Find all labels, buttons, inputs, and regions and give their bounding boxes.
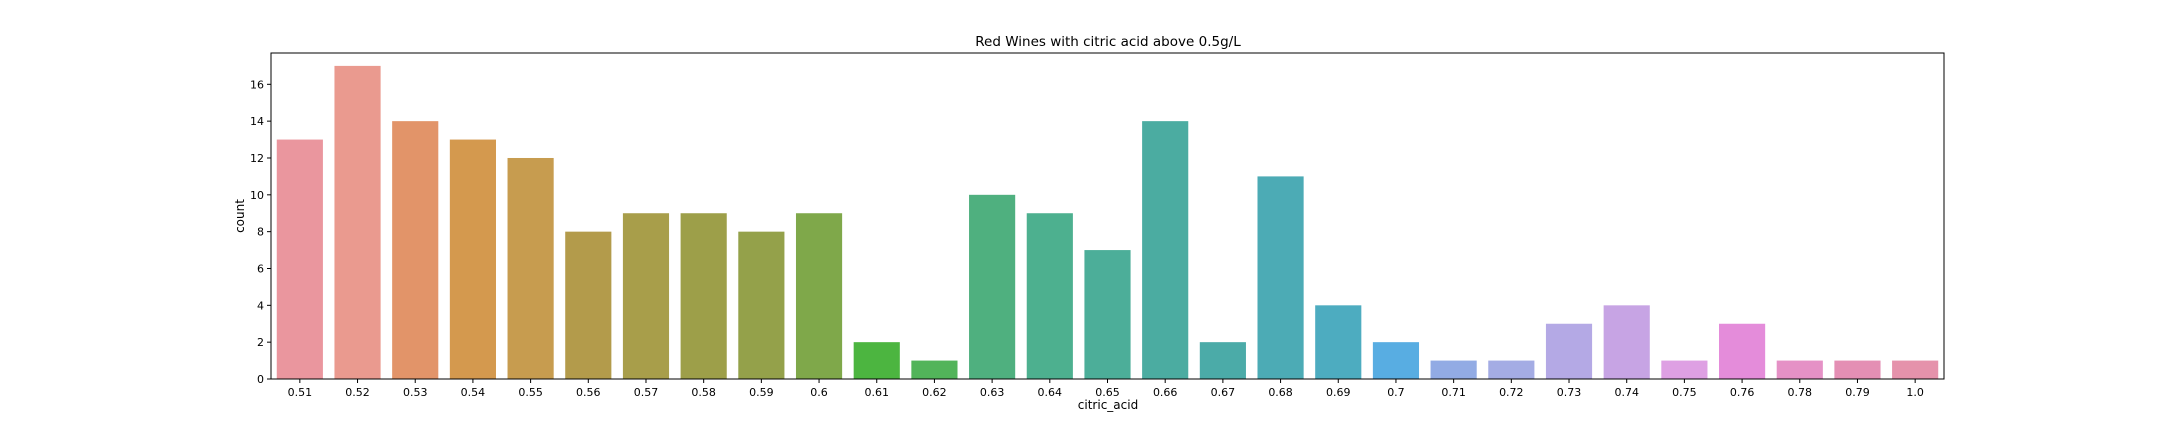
x-tick-label: 0.74	[1614, 386, 1639, 399]
x-tick-label: 0.57	[634, 386, 659, 399]
plot-frame	[270, 52, 1945, 380]
bar-0.61	[853, 342, 900, 379]
bar-0.52	[334, 65, 381, 380]
x-tick-label: 0.69	[1326, 386, 1351, 399]
x-tick-label: 0.54	[461, 386, 486, 399]
x-tick-label: 0.56	[576, 386, 601, 399]
x-axis-ticks: 0.51 0.52 0.53 0.54 0.55 0.56 0.57 0.58 0.59 0.6 0…	[288, 379, 1924, 399]
bar-0.79	[1834, 360, 1881, 379]
bar-0.75	[1661, 360, 1708, 379]
bar-0.74	[1603, 305, 1650, 379]
x-tick-label: 0.68	[1268, 386, 1293, 399]
bar-0.56	[565, 231, 612, 379]
y-tick-label: 16	[250, 78, 264, 91]
bar-0.67	[1199, 342, 1246, 379]
bars-group	[276, 65, 1939, 380]
chart-title: Red Wines with citric acid above 0.5g/L	[975, 34, 1241, 50]
y-tick-label: 8	[257, 226, 264, 239]
bar-0.76	[1719, 323, 1766, 379]
x-tick-label: 0.76	[1730, 386, 1755, 399]
x-tick-label: 0.66	[1153, 386, 1178, 399]
bar-0.59	[738, 231, 785, 379]
bar-0.78	[1776, 360, 1823, 379]
x-tick-label: 0.58	[691, 386, 716, 399]
bar-0.72	[1488, 360, 1535, 379]
bar-1.0	[1892, 360, 1939, 379]
bar-0.51	[276, 139, 323, 379]
y-tick-label: 0	[257, 373, 264, 386]
bar-0.71	[1430, 360, 1477, 379]
x-tick-label: 0.63	[980, 386, 1005, 399]
y-axis-ticks: 0 2 4 6 8 10 12 14 16	[250, 78, 271, 386]
bar-0.66	[1142, 121, 1189, 379]
bar-0.58	[680, 213, 727, 379]
bar-0.6	[795, 213, 843, 379]
x-tick-label: 0.67	[1211, 386, 1236, 399]
bar-0.62	[911, 360, 958, 379]
x-tick-label: 0.79	[1845, 386, 1870, 399]
y-tick-label: 4	[257, 299, 264, 312]
y-axis-label: count	[233, 199, 247, 233]
x-tick-label: 0.73	[1557, 386, 1582, 399]
bar-0.7	[1372, 342, 1420, 379]
y-tick-label: 2	[257, 336, 264, 349]
y-tick-label: 14	[250, 115, 264, 128]
x-tick-label: 0.72	[1499, 386, 1524, 399]
x-tick-label: 0.6	[810, 386, 828, 399]
bar-0.55	[507, 157, 554, 379]
bar-0.65	[1084, 250, 1131, 379]
x-tick-label: 0.52	[345, 386, 370, 399]
x-axis-label: citric_acid	[1078, 398, 1138, 412]
x-tick-label: 0.71	[1441, 386, 1466, 399]
y-tick-label: 12	[250, 152, 264, 165]
x-tick-label: 0.65	[1095, 386, 1120, 399]
x-tick-label: 0.62	[922, 386, 947, 399]
x-tick-label: 0.59	[749, 386, 774, 399]
bar-0.69	[1315, 305, 1362, 379]
bar-0.53	[392, 121, 439, 379]
x-tick-label: 0.53	[403, 386, 428, 399]
bar-0.73	[1545, 323, 1593, 379]
bar-0.64	[1026, 213, 1073, 379]
x-tick-label: 0.7	[1387, 386, 1405, 399]
bar-0.63	[969, 194, 1016, 379]
x-tick-label: 0.61	[864, 386, 889, 399]
x-tick-label: 0.55	[518, 386, 543, 399]
x-tick-label: 0.51	[288, 386, 313, 399]
bar-0.57	[622, 213, 670, 379]
bar-0.54	[449, 139, 496, 379]
y-tick-label: 6	[257, 262, 264, 275]
x-tick-label: 0.78	[1788, 386, 1813, 399]
x-tick-label: 1.0	[1906, 386, 1924, 399]
x-tick-label: 0.75	[1672, 386, 1697, 399]
y-tick-label: 10	[250, 189, 264, 202]
x-tick-label: 0.64	[1038, 386, 1063, 399]
bar-0.68	[1257, 176, 1304, 379]
